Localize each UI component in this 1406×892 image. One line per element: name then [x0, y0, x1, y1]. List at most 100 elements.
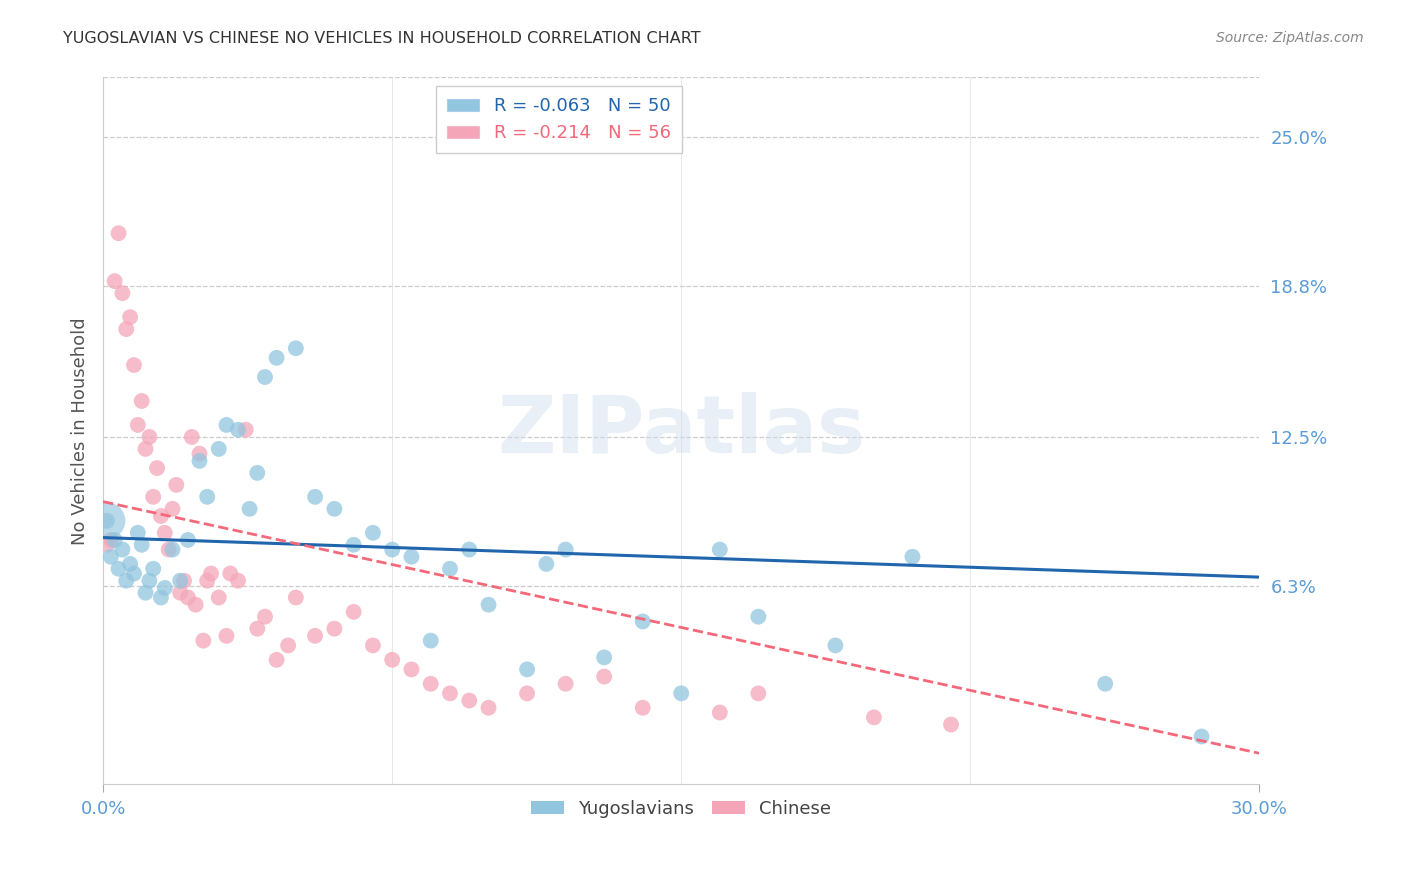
Chinese	[184, 598, 207, 612]
Yugoslavians	[266, 351, 288, 365]
Yugoslavians	[343, 538, 366, 552]
Yugoslavians	[593, 650, 616, 665]
Chinese	[235, 423, 257, 437]
Yugoslavians	[138, 574, 160, 588]
Yugoslavians	[115, 574, 138, 588]
Text: YUGOSLAVIAN VS CHINESE NO VEHICLES IN HOUSEHOLD CORRELATION CHART: YUGOSLAVIAN VS CHINESE NO VEHICLES IN HO…	[63, 31, 702, 46]
Chinese	[304, 629, 326, 643]
Chinese	[127, 417, 149, 432]
Chinese	[401, 662, 423, 676]
Yugoslavians	[104, 533, 127, 547]
Chinese	[219, 566, 242, 581]
Yugoslavians	[127, 525, 149, 540]
Yugoslavians	[195, 490, 218, 504]
Chinese	[226, 574, 249, 588]
Yugoslavians	[120, 557, 142, 571]
Chinese	[115, 322, 138, 336]
Yugoslavians	[188, 454, 211, 468]
Chinese	[747, 686, 769, 700]
Chinese	[162, 501, 184, 516]
Yugoslavians	[246, 466, 269, 480]
Yugoslavians	[169, 574, 191, 588]
Chinese	[107, 226, 129, 240]
Yugoslavians	[122, 566, 145, 581]
Yugoslavians	[824, 639, 846, 653]
Yugoslavians	[142, 562, 165, 576]
Yugoslavians	[304, 490, 326, 504]
Yugoslavians	[361, 525, 384, 540]
Chinese	[131, 394, 153, 409]
Chinese	[343, 605, 366, 619]
Chinese	[246, 622, 269, 636]
Point	[96, 514, 118, 528]
Chinese	[177, 591, 200, 605]
Chinese	[195, 574, 218, 588]
Yugoslavians	[1191, 730, 1213, 744]
Chinese	[939, 717, 962, 731]
Chinese	[215, 629, 238, 643]
Chinese	[138, 430, 160, 444]
Chinese	[554, 677, 576, 691]
Chinese	[146, 461, 169, 475]
Yugoslavians	[709, 542, 731, 557]
Yugoslavians	[516, 662, 538, 676]
Chinese	[381, 653, 404, 667]
Chinese	[863, 710, 886, 724]
Chinese	[104, 274, 127, 288]
Chinese	[253, 609, 276, 624]
Chinese	[111, 286, 134, 301]
Chinese	[266, 653, 288, 667]
Chinese	[361, 639, 384, 653]
Yugoslavians	[381, 542, 404, 557]
Chinese	[631, 700, 654, 714]
Chinese	[284, 591, 307, 605]
Yugoslavians	[208, 442, 231, 456]
Yugoslavians	[671, 686, 693, 700]
Yugoslavians	[131, 538, 153, 552]
Text: Source: ZipAtlas.com: Source: ZipAtlas.com	[1216, 31, 1364, 45]
Yugoslavians	[177, 533, 200, 547]
Yugoslavians	[253, 370, 276, 384]
Chinese	[142, 490, 165, 504]
Chinese	[100, 533, 122, 547]
Yugoslavians	[631, 615, 654, 629]
Chinese	[122, 358, 145, 372]
Chinese	[208, 591, 231, 605]
Chinese	[419, 677, 441, 691]
Chinese	[135, 442, 157, 456]
Y-axis label: No Vehicles in Household: No Vehicles in Household	[72, 318, 89, 545]
Yugoslavians	[477, 598, 499, 612]
Yugoslavians	[458, 542, 481, 557]
Chinese	[277, 639, 299, 653]
Text: ZIPatlas: ZIPatlas	[498, 392, 865, 470]
Yugoslavians	[536, 557, 558, 571]
Yugoslavians	[401, 549, 423, 564]
Chinese	[323, 622, 346, 636]
Yugoslavians	[111, 542, 134, 557]
Chinese	[200, 566, 222, 581]
Chinese	[477, 700, 499, 714]
Yugoslavians	[226, 423, 249, 437]
Yugoslavians	[901, 549, 924, 564]
Yugoslavians	[107, 562, 129, 576]
Chinese	[165, 478, 187, 492]
Yugoslavians	[439, 562, 461, 576]
Chinese	[173, 574, 195, 588]
Chinese	[153, 525, 176, 540]
Chinese	[458, 693, 481, 707]
Yugoslavians	[284, 341, 307, 355]
Chinese	[169, 585, 191, 599]
Yugoslavians	[419, 633, 441, 648]
Chinese	[96, 538, 118, 552]
Chinese	[193, 633, 215, 648]
Yugoslavians	[153, 581, 176, 595]
Chinese	[149, 508, 172, 523]
Yugoslavians	[149, 591, 172, 605]
Yugoslavians	[554, 542, 576, 557]
Yugoslavians	[96, 514, 118, 528]
Chinese	[188, 447, 211, 461]
Chinese	[120, 310, 142, 324]
Yugoslavians	[215, 417, 238, 432]
Yugoslavians	[135, 585, 157, 599]
Yugoslavians	[100, 549, 122, 564]
